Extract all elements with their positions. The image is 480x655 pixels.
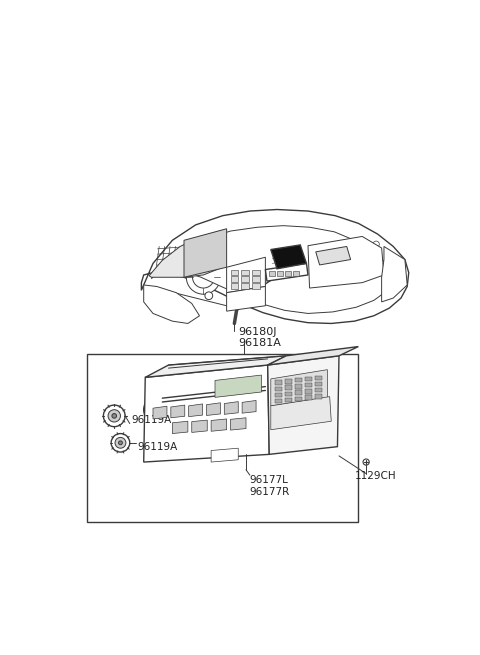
Polygon shape [227, 257, 265, 293]
Circle shape [115, 438, 126, 448]
Circle shape [205, 292, 213, 299]
Circle shape [162, 436, 168, 442]
Circle shape [108, 409, 120, 422]
Polygon shape [149, 231, 223, 277]
Bar [252, 270, 260, 275]
Bar [275, 399, 282, 403]
Bar [315, 376, 322, 380]
Circle shape [154, 428, 177, 451]
Polygon shape [224, 402, 238, 415]
Bar [87, 354, 359, 522]
Circle shape [119, 441, 122, 445]
Polygon shape [172, 421, 188, 434]
Bar [295, 378, 302, 383]
Bar [241, 270, 249, 275]
Polygon shape [192, 420, 207, 432]
Bar [252, 284, 260, 289]
Text: 96119A: 96119A [137, 441, 178, 452]
Polygon shape [265, 263, 308, 281]
Text: 96180J
96181A: 96180J 96181A [238, 327, 281, 348]
Polygon shape [227, 286, 265, 311]
Polygon shape [382, 246, 407, 302]
Polygon shape [153, 406, 167, 419]
Polygon shape [215, 375, 262, 398]
Circle shape [111, 434, 130, 452]
Polygon shape [144, 365, 269, 462]
Bar [230, 276, 238, 282]
Text: 96177L
96177R: 96177L 96177R [250, 475, 290, 496]
Bar [295, 384, 302, 388]
Bar [275, 381, 282, 384]
Polygon shape [206, 403, 220, 415]
Circle shape [154, 406, 162, 413]
Bar [295, 390, 302, 395]
Polygon shape [211, 419, 227, 431]
Polygon shape [230, 418, 246, 430]
Polygon shape [308, 236, 384, 288]
Polygon shape [268, 356, 339, 455]
Text: 96119A: 96119A [132, 415, 171, 426]
Bar [230, 270, 238, 275]
Circle shape [186, 260, 220, 294]
Polygon shape [211, 448, 238, 462]
Bar [292, 271, 299, 276]
Circle shape [103, 405, 125, 426]
Polygon shape [145, 356, 286, 377]
Bar [277, 271, 283, 276]
Bar [315, 394, 322, 398]
Bar [241, 276, 249, 282]
Polygon shape [316, 246, 350, 265]
Circle shape [192, 267, 214, 288]
Bar [315, 382, 322, 386]
Bar [295, 397, 302, 401]
Bar [285, 271, 291, 276]
Bar [285, 398, 292, 402]
Polygon shape [271, 397, 331, 430]
Polygon shape [184, 229, 227, 277]
Circle shape [144, 396, 172, 424]
Bar [285, 385, 292, 390]
Polygon shape [242, 400, 256, 413]
Circle shape [158, 432, 172, 446]
Polygon shape [271, 369, 327, 406]
Polygon shape [268, 346, 359, 365]
Polygon shape [171, 405, 185, 418]
Bar [315, 388, 322, 392]
Circle shape [112, 413, 117, 418]
Bar [305, 377, 312, 381]
Circle shape [149, 402, 166, 418]
Polygon shape [271, 245, 306, 269]
Bar [230, 284, 238, 289]
Bar [285, 379, 292, 384]
Bar [241, 284, 249, 289]
Bar [285, 392, 292, 396]
Bar [305, 389, 312, 394]
Polygon shape [144, 285, 200, 324]
Polygon shape [142, 210, 409, 324]
Text: 1129CH: 1129CH [355, 472, 396, 481]
Bar [305, 383, 312, 387]
Polygon shape [189, 404, 203, 417]
Bar [275, 386, 282, 391]
Polygon shape [152, 226, 392, 314]
Bar [252, 276, 260, 282]
Bar [275, 393, 282, 397]
Bar [269, 271, 276, 276]
Bar [305, 396, 312, 400]
